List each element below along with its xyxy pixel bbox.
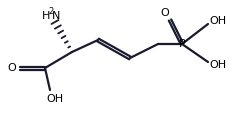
Text: OH: OH — [210, 16, 227, 26]
Text: O: O — [8, 63, 16, 73]
Text: H: H — [42, 11, 50, 21]
Text: 2: 2 — [48, 7, 53, 16]
Text: O: O — [161, 8, 169, 18]
Text: OH: OH — [210, 60, 227, 70]
Text: N: N — [52, 11, 60, 21]
Text: OH: OH — [46, 94, 64, 104]
Text: P: P — [179, 39, 185, 49]
